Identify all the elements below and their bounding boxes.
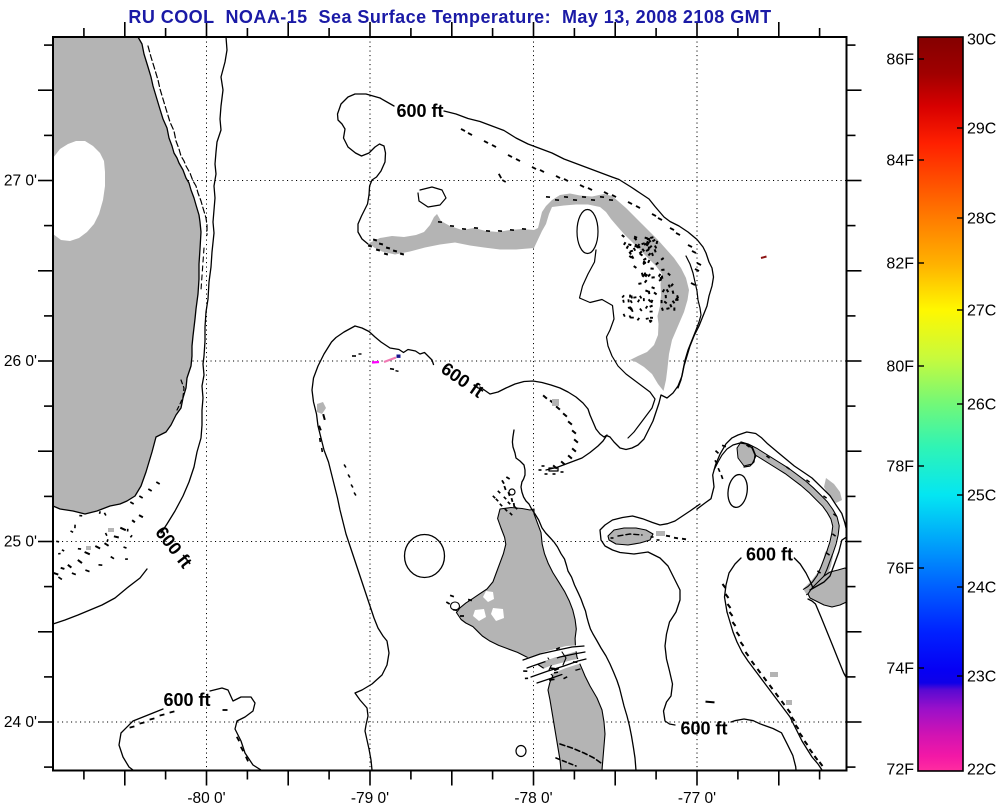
svg-text:600 ft: 600 ft bbox=[746, 545, 793, 565]
svg-text:72F: 72F bbox=[886, 762, 914, 779]
svg-text:23C: 23C bbox=[967, 669, 996, 686]
svg-text:80F: 80F bbox=[886, 359, 914, 376]
svg-text:-77 0': -77 0' bbox=[678, 790, 716, 807]
svg-text:30C: 30C bbox=[967, 32, 996, 49]
svg-text:27 0': 27 0' bbox=[4, 173, 37, 190]
svg-text:600 ft: 600 ft bbox=[680, 719, 727, 739]
svg-text:26C: 26C bbox=[967, 397, 996, 414]
svg-text:29C: 29C bbox=[967, 121, 996, 138]
svg-text:600 ft: 600 ft bbox=[163, 690, 210, 710]
svg-text:74F: 74F bbox=[886, 661, 914, 678]
svg-text:RU COOL NOAA-15 Sea Surface: RU COOL NOAA-15 Sea Surface Temperature:… bbox=[128, 7, 771, 27]
svg-text:28C: 28C bbox=[967, 211, 996, 228]
svg-text:25 0': 25 0' bbox=[4, 534, 37, 551]
svg-text:-79 0': -79 0' bbox=[351, 790, 389, 807]
svg-text:600 ft: 600 ft bbox=[396, 101, 443, 121]
svg-text:78F: 78F bbox=[886, 459, 914, 476]
svg-text:86F: 86F bbox=[886, 52, 914, 69]
svg-text:25C: 25C bbox=[967, 488, 996, 505]
svg-text:-78 0': -78 0' bbox=[514, 790, 552, 807]
svg-text:22C: 22C bbox=[967, 762, 996, 779]
svg-text:76F: 76F bbox=[886, 561, 914, 578]
svg-text:-80 0': -80 0' bbox=[187, 790, 225, 807]
svg-text:27C: 27C bbox=[967, 303, 996, 320]
svg-text:26 0': 26 0' bbox=[4, 353, 37, 370]
svg-text:82F: 82F bbox=[886, 256, 914, 273]
svg-text:24C: 24C bbox=[967, 580, 996, 597]
svg-text:84F: 84F bbox=[886, 153, 914, 170]
svg-text:24 0': 24 0' bbox=[4, 714, 37, 731]
